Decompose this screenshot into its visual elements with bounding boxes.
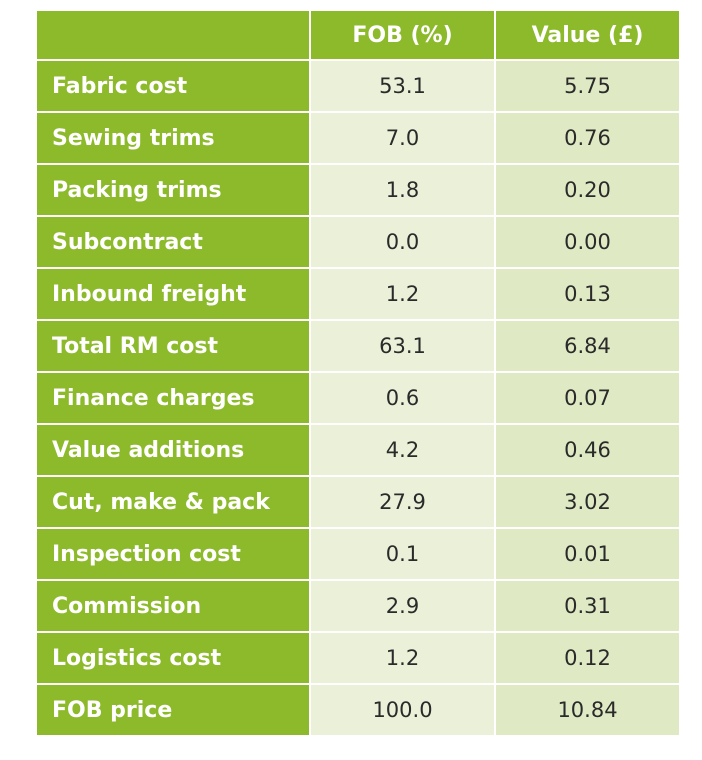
cost-breakdown-table: FOB (%) Value (£) Fabric cost 53.1 5.75 … <box>35 9 681 737</box>
value-cell: 0.12 <box>494 631 681 685</box>
value-cell: 0.31 <box>494 579 681 633</box>
fob-percent-cell: 4.2 <box>309 423 496 477</box>
fob-percent-cell: 1.2 <box>309 267 496 321</box>
table-row: Cut, make & pack 27.9 3.02 <box>35 475 681 529</box>
fob-percent-cell: 63.1 <box>309 319 496 373</box>
table-row: Logistics cost 1.2 0.12 <box>35 631 681 685</box>
table-row: Inspection cost 0.1 0.01 <box>35 527 681 581</box>
row-label: Inspection cost <box>35 527 311 581</box>
fob-percent-cell: 53.1 <box>309 59 496 113</box>
value-cell: 0.76 <box>494 111 681 165</box>
table-row: Commission 2.9 0.31 <box>35 579 681 633</box>
header-corner-cell <box>35 9 311 61</box>
value-cell: 0.46 <box>494 423 681 477</box>
value-cell: 6.84 <box>494 319 681 373</box>
row-label: Finance charges <box>35 371 311 425</box>
row-label: FOB price <box>35 683 311 737</box>
table-row: Value additions 4.2 0.46 <box>35 423 681 477</box>
table-row: Finance charges 0.6 0.07 <box>35 371 681 425</box>
fob-percent-cell: 100.0 <box>309 683 496 737</box>
fob-percent-cell: 1.2 <box>309 631 496 685</box>
table-row: Sewing trims 7.0 0.76 <box>35 111 681 165</box>
table-row: FOB price 100.0 10.84 <box>35 683 681 737</box>
value-cell: 0.20 <box>494 163 681 217</box>
row-label: Commission <box>35 579 311 633</box>
row-label: Subcontract <box>35 215 311 269</box>
fob-percent-cell: 0.6 <box>309 371 496 425</box>
value-cell: 0.13 <box>494 267 681 321</box>
row-label: Cut, make & pack <box>35 475 311 529</box>
value-cell: 10.84 <box>494 683 681 737</box>
value-cell: 0.07 <box>494 371 681 425</box>
value-cell: 0.00 <box>494 215 681 269</box>
row-label: Inbound freight <box>35 267 311 321</box>
value-cell: 3.02 <box>494 475 681 529</box>
fob-percent-cell: 27.9 <box>309 475 496 529</box>
value-cell: 5.75 <box>494 59 681 113</box>
table-row: Fabric cost 53.1 5.75 <box>35 59 681 113</box>
header-fob-percent: FOB (%) <box>309 9 496 61</box>
row-label: Sewing trims <box>35 111 311 165</box>
row-label: Logistics cost <box>35 631 311 685</box>
row-label: Packing trims <box>35 163 311 217</box>
value-cell: 0.01 <box>494 527 681 581</box>
fob-percent-cell: 0.1 <box>309 527 496 581</box>
table-row: Inbound freight 1.2 0.13 <box>35 267 681 321</box>
fob-percent-cell: 2.9 <box>309 579 496 633</box>
table-header-row: FOB (%) Value (£) <box>35 9 681 61</box>
cost-breakdown-table-container: FOB (%) Value (£) Fabric cost 53.1 5.75 … <box>35 9 681 737</box>
header-value-gbp: Value (£) <box>494 9 681 61</box>
table-row: Packing trims 1.8 0.20 <box>35 163 681 217</box>
table-row: Subcontract 0.0 0.00 <box>35 215 681 269</box>
row-label: Value additions <box>35 423 311 477</box>
fob-percent-cell: 7.0 <box>309 111 496 165</box>
fob-percent-cell: 0.0 <box>309 215 496 269</box>
row-label: Total RM cost <box>35 319 311 373</box>
fob-percent-cell: 1.8 <box>309 163 496 217</box>
table-row: Total RM cost 63.1 6.84 <box>35 319 681 373</box>
row-label: Fabric cost <box>35 59 311 113</box>
